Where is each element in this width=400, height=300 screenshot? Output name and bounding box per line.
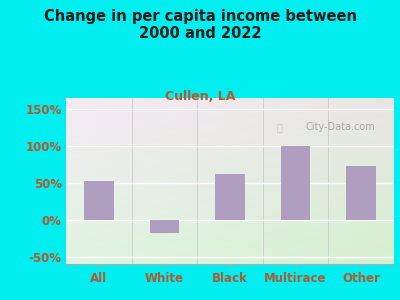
Text: Cullen, LA: Cullen, LA — [165, 90, 235, 103]
Bar — [84, 181, 114, 220]
Text: City-Data.com: City-Data.com — [306, 122, 375, 133]
Bar — [150, 220, 179, 233]
Text: Change in per capita income between
2000 and 2022: Change in per capita income between 2000… — [44, 9, 356, 41]
Bar — [215, 174, 245, 220]
Text: 🔍: 🔍 — [276, 122, 282, 133]
Bar — [281, 146, 310, 220]
Bar — [346, 166, 376, 220]
